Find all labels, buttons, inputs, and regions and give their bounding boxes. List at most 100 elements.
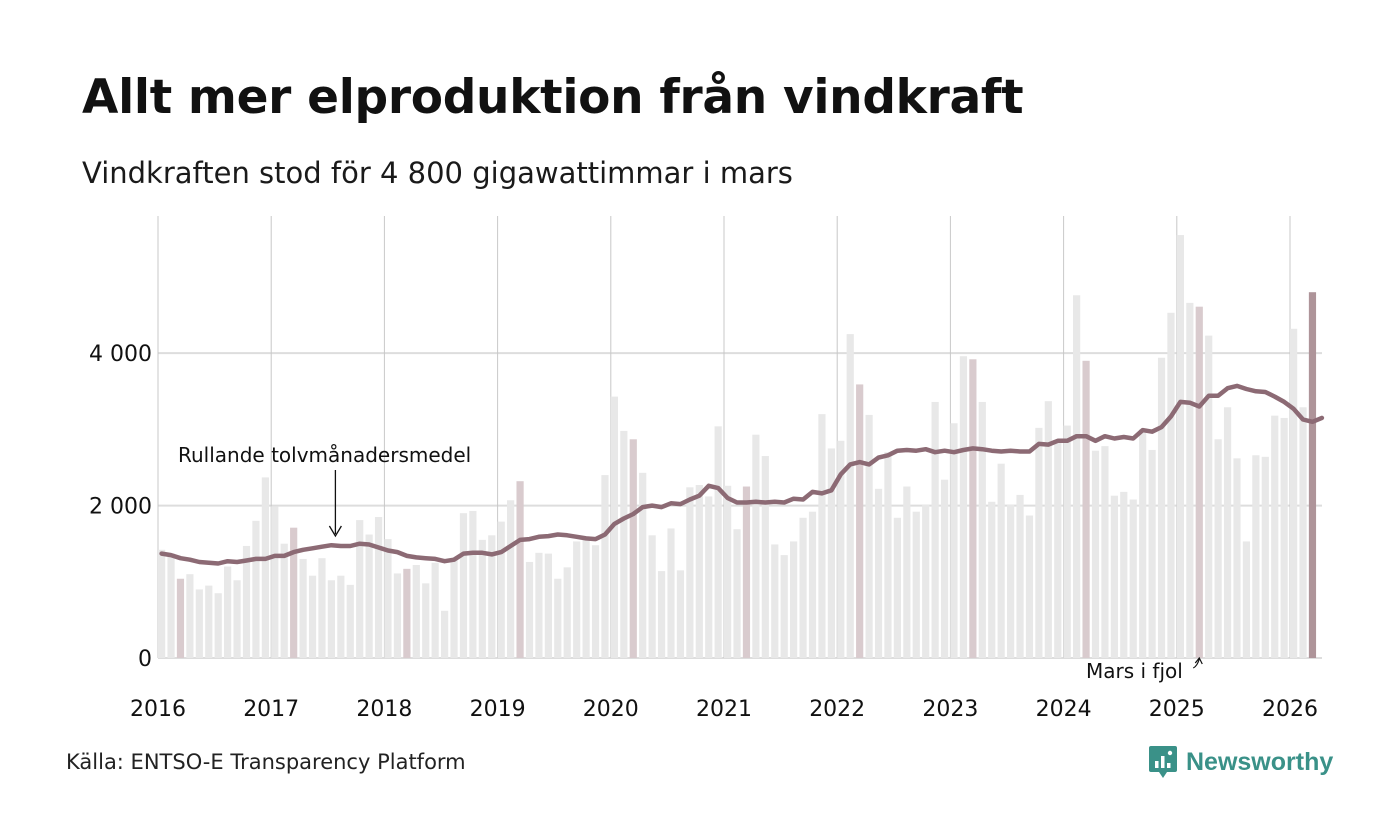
bar xyxy=(827,448,835,658)
bar xyxy=(903,486,911,658)
bar xyxy=(695,485,703,658)
x-tick-label: 2018 xyxy=(356,697,412,722)
brand-name: Newsworthy xyxy=(1186,747,1334,776)
x-tick-label: 2019 xyxy=(470,697,526,722)
bar xyxy=(1271,415,1279,658)
bar xyxy=(1223,407,1232,658)
bar xyxy=(1186,302,1194,658)
bar xyxy=(356,520,364,658)
bar xyxy=(657,571,666,658)
bar-march xyxy=(629,439,637,658)
annotation-curve xyxy=(1192,658,1200,669)
bar xyxy=(808,511,817,658)
bar-march xyxy=(1195,306,1203,658)
bar xyxy=(733,529,741,658)
bar xyxy=(214,593,222,658)
newsworthy-logo[interactable]: Newsworthy xyxy=(1148,744,1333,780)
bar xyxy=(1252,455,1260,658)
bar xyxy=(308,575,317,658)
rolling-average-line xyxy=(159,383,1325,566)
x-tick-label: 2026 xyxy=(1262,697,1318,722)
bar xyxy=(158,549,166,658)
bar xyxy=(280,543,288,658)
bar xyxy=(535,552,543,658)
bar xyxy=(431,562,439,658)
bar xyxy=(450,558,458,658)
bar xyxy=(1139,429,1147,658)
annotation-rolling-average: Rullande tolvmånadersmedel xyxy=(178,443,471,467)
bar xyxy=(299,558,307,658)
chart-title: Allt mer elproduktion från vindkraft xyxy=(82,70,1024,125)
bar xyxy=(724,485,732,658)
bar xyxy=(620,430,628,658)
bar xyxy=(1073,295,1081,658)
bar-march xyxy=(856,384,864,658)
bar xyxy=(1242,541,1251,658)
bar xyxy=(799,517,807,658)
bar xyxy=(1290,328,1298,658)
bar-march xyxy=(969,359,977,658)
bar xyxy=(591,545,600,658)
bar xyxy=(1299,407,1307,658)
x-tick-label: 2016 xyxy=(130,697,186,722)
bar xyxy=(488,535,496,658)
bar xyxy=(1214,439,1222,658)
bar-march xyxy=(290,527,298,658)
bar xyxy=(186,574,194,658)
y-tick-label: 0 xyxy=(138,647,152,672)
bar xyxy=(912,511,920,658)
bar xyxy=(1148,449,1156,658)
bar xyxy=(1063,425,1071,658)
newsworthy-logo-icon xyxy=(1149,746,1177,778)
bar xyxy=(959,356,968,658)
bar xyxy=(205,585,213,658)
bar xyxy=(422,583,430,658)
bar-layer xyxy=(158,235,1317,658)
bar xyxy=(978,401,986,658)
bar xyxy=(686,487,694,658)
bar xyxy=(327,580,335,658)
bar xyxy=(469,510,477,658)
bar xyxy=(459,513,468,658)
chart-subtitle: Vindkraften stod för 4 800 gigawattimmar… xyxy=(82,156,793,190)
bar xyxy=(997,463,1005,658)
bar xyxy=(837,440,845,658)
bar xyxy=(865,414,873,658)
bar xyxy=(1035,427,1043,658)
bar xyxy=(1176,235,1184,658)
bar xyxy=(582,538,590,658)
annotation-curve-head xyxy=(1194,656,1203,665)
bar xyxy=(601,475,609,658)
bar-march xyxy=(403,568,411,658)
bar xyxy=(318,558,326,658)
bar xyxy=(1110,495,1118,658)
x-tick-label: 2025 xyxy=(1149,697,1205,722)
source-note: Källa: ENTSO-E Transparency Platform xyxy=(66,750,466,774)
bar xyxy=(884,452,892,658)
bar xyxy=(1129,499,1137,658)
bar xyxy=(563,567,571,658)
x-tick-label: 2021 xyxy=(696,697,752,722)
bar xyxy=(374,517,383,658)
x-tick-label: 2023 xyxy=(922,697,978,722)
bar xyxy=(412,565,420,658)
bar xyxy=(1233,458,1241,658)
bar xyxy=(931,401,939,658)
bar xyxy=(441,610,449,658)
bar-march xyxy=(176,578,185,658)
bar xyxy=(705,496,713,658)
bar xyxy=(676,570,685,658)
bar xyxy=(714,426,722,658)
bar xyxy=(507,500,515,658)
bar-march xyxy=(516,481,524,658)
bar xyxy=(271,506,279,658)
bar xyxy=(846,334,854,658)
x-tick-label: 2020 xyxy=(583,697,639,722)
line-layer xyxy=(159,383,1325,566)
bar xyxy=(648,535,656,658)
bar xyxy=(1261,456,1269,658)
bar xyxy=(1044,401,1052,658)
bar xyxy=(337,575,345,658)
x-tick-label: 2022 xyxy=(809,697,865,722)
bar xyxy=(261,477,269,658)
